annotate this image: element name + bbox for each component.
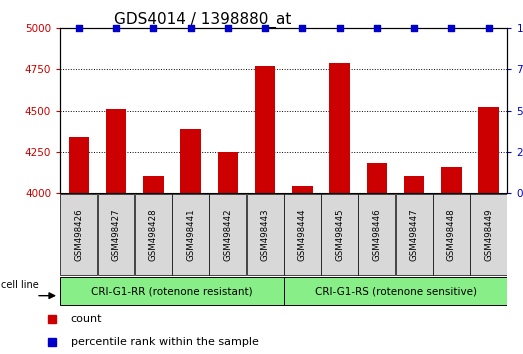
Text: cell line: cell line [1,280,39,290]
Bar [329,63,350,193]
Point [224,25,232,31]
Bar [98,194,134,275]
Bar [321,194,358,275]
Bar [106,109,126,193]
Point [149,25,157,31]
Bar [358,194,395,275]
Text: CRI-G1-RR (rotenone resistant): CRI-G1-RR (rotenone resistant) [91,286,253,296]
Point [373,25,381,31]
Point [186,25,195,31]
Text: GSM498448: GSM498448 [447,208,456,261]
Bar [479,107,499,193]
Bar [180,129,201,193]
Bar [292,186,313,193]
Bar [396,194,433,275]
Point [112,25,120,31]
Point [261,25,269,31]
Text: GSM498441: GSM498441 [186,208,195,261]
Bar [247,194,283,275]
Text: GSM498446: GSM498446 [372,208,381,261]
Text: GSM498442: GSM498442 [223,208,232,261]
Bar [218,152,238,193]
Point [75,25,83,31]
Point [298,25,306,31]
Bar [433,194,470,275]
Text: count: count [71,314,102,324]
Bar [143,177,164,193]
Text: GSM498428: GSM498428 [149,208,158,261]
Bar [441,167,462,193]
Text: GSM498445: GSM498445 [335,208,344,261]
Point [410,25,418,31]
Point [484,25,493,31]
Bar [60,277,283,305]
Bar [284,194,321,275]
Text: CRI-G1-RS (rotenone sensitive): CRI-G1-RS (rotenone sensitive) [314,286,476,296]
Bar [172,194,209,275]
Bar [285,277,507,305]
Bar [404,177,424,193]
Text: GSM498449: GSM498449 [484,208,493,261]
Bar [255,66,275,193]
Text: GSM498426: GSM498426 [74,208,83,261]
Point [335,25,344,31]
Text: GSM498447: GSM498447 [410,208,418,261]
Bar [367,163,387,193]
Bar [69,137,89,193]
Text: percentile rank within the sample: percentile rank within the sample [71,337,258,347]
Bar [135,194,172,275]
Bar [470,194,507,275]
Text: GDS4014 / 1398880_at: GDS4014 / 1398880_at [114,12,291,28]
Bar [209,194,246,275]
Text: GSM498427: GSM498427 [111,208,120,261]
Bar [60,194,97,275]
Point [447,25,456,31]
Text: GSM498443: GSM498443 [260,208,269,261]
Text: GSM498444: GSM498444 [298,208,307,261]
